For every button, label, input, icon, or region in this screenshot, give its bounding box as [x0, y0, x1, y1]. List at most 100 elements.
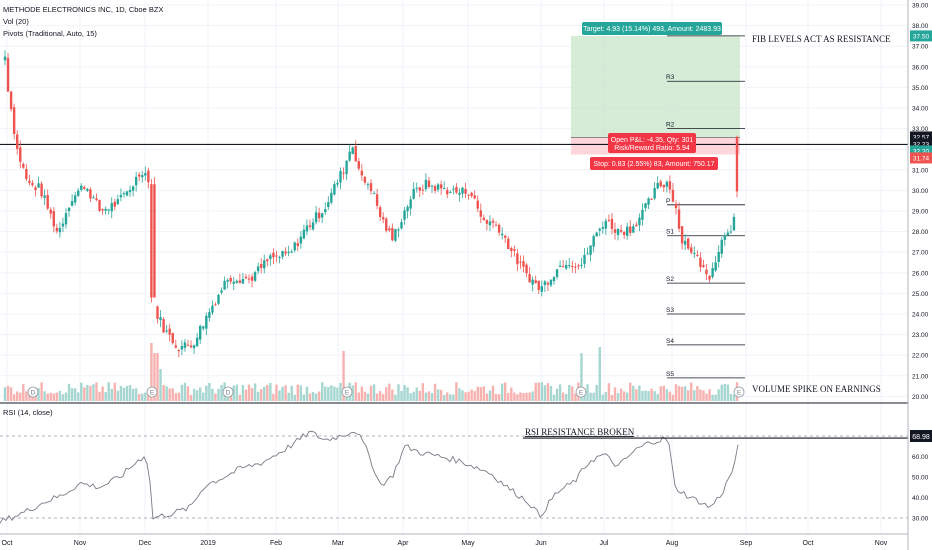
candle: [116, 199, 120, 205]
event-marker-label: E: [737, 390, 742, 397]
volume-bar: [674, 384, 678, 401]
candle: [443, 188, 446, 190]
volume-bar: [717, 389, 720, 401]
event-marker[interactable]: [222, 386, 234, 398]
volume-bar: [482, 386, 486, 401]
volume-bar: [732, 394, 736, 401]
candle: [186, 344, 190, 346]
volume-bar: [189, 394, 193, 401]
rsi-line: [0, 430, 739, 524]
candle: [629, 226, 632, 233]
candle: [107, 209, 110, 211]
volume-bar: [363, 391, 367, 401]
volume-bar: [144, 392, 147, 401]
volume-bar: [677, 386, 681, 401]
volume-bar: [177, 392, 181, 401]
volume-bar: [46, 393, 49, 401]
volume-bar: [241, 384, 245, 401]
volume-bar: [491, 385, 495, 401]
candle: [305, 225, 309, 232]
candle: [229, 277, 232, 282]
candle: [43, 195, 46, 198]
volume-bar: [583, 394, 586, 401]
candle: [144, 173, 147, 176]
event-marker[interactable]: [341, 386, 353, 398]
candle: [19, 147, 22, 162]
rsi-value-text: 68.98: [912, 434, 930, 441]
volume-bar: [168, 388, 171, 401]
pnl-label-bg: [608, 133, 696, 153]
volume-bar: [439, 389, 443, 401]
volume-bar: [80, 382, 83, 401]
price-tick-label: 35.00: [912, 85, 929, 92]
price-tick-label: 24.00: [912, 312, 929, 319]
pivot-label: S4: [666, 338, 674, 345]
pivot-label: R3: [666, 74, 675, 81]
candle: [128, 190, 132, 193]
candle: [296, 243, 299, 247]
volume-bar: [647, 391, 650, 401]
candle: [28, 180, 31, 183]
volume-bar: [687, 390, 690, 401]
candle: [732, 216, 736, 231]
candle: [345, 160, 348, 175]
candle: [244, 276, 248, 279]
volume-bar: [269, 383, 272, 401]
event-marker[interactable]: [146, 386, 158, 398]
candle: [589, 245, 592, 255]
volume-bar: [375, 393, 379, 401]
volume-bar: [354, 382, 357, 401]
candle: [241, 278, 245, 284]
volume-bar: [436, 389, 440, 401]
volume-bar: [626, 392, 629, 401]
volume-bar: [659, 386, 662, 401]
event-marker[interactable]: [575, 386, 587, 398]
volume-bar: [568, 385, 571, 401]
volume-bar: [683, 386, 687, 401]
candle: [391, 227, 394, 241]
price-badge: [910, 152, 932, 164]
volume-bar: [555, 388, 559, 401]
candle: [159, 317, 162, 321]
price-badge-label: 31.74: [913, 155, 930, 162]
candle: [583, 254, 586, 264]
candle: [497, 224, 501, 233]
candle: [165, 330, 168, 332]
volume-bar: [479, 387, 482, 401]
candle: [278, 257, 281, 259]
event-marker[interactable]: [27, 386, 39, 398]
candle: [720, 239, 723, 254]
volume-bar: [729, 393, 733, 401]
volume-bar: [668, 391, 672, 401]
candle: [723, 235, 726, 240]
volume-bar: [247, 384, 251, 401]
candle: [189, 345, 193, 348]
volume-bar: [449, 394, 452, 401]
candle: [138, 174, 141, 177]
candle: [568, 265, 571, 267]
volume-bar: [702, 390, 705, 401]
candle: [427, 180, 431, 188]
event-marker[interactable]: [733, 386, 745, 398]
volume-bar: [324, 386, 327, 401]
volume-bar: [83, 387, 86, 401]
price-tick-label: 31.00: [912, 167, 929, 174]
candle: [598, 228, 601, 231]
volume-bar: [3, 387, 7, 401]
candle: [211, 305, 214, 313]
candle: [214, 304, 217, 306]
volume-bar: [86, 385, 89, 401]
candle: [324, 209, 327, 213]
volume-bar: [58, 390, 62, 401]
event-marker-label: E: [345, 390, 350, 397]
volume-bar: [25, 391, 28, 401]
price-tick-label: 23.00: [912, 332, 929, 339]
candle: [455, 186, 458, 193]
candle: [250, 276, 254, 281]
volume-bar: [671, 394, 675, 401]
volume-bar: [629, 382, 632, 401]
volume-bar: [586, 384, 589, 401]
volume-bar: [513, 392, 516, 401]
price-tick-label: 25.00: [912, 291, 929, 298]
